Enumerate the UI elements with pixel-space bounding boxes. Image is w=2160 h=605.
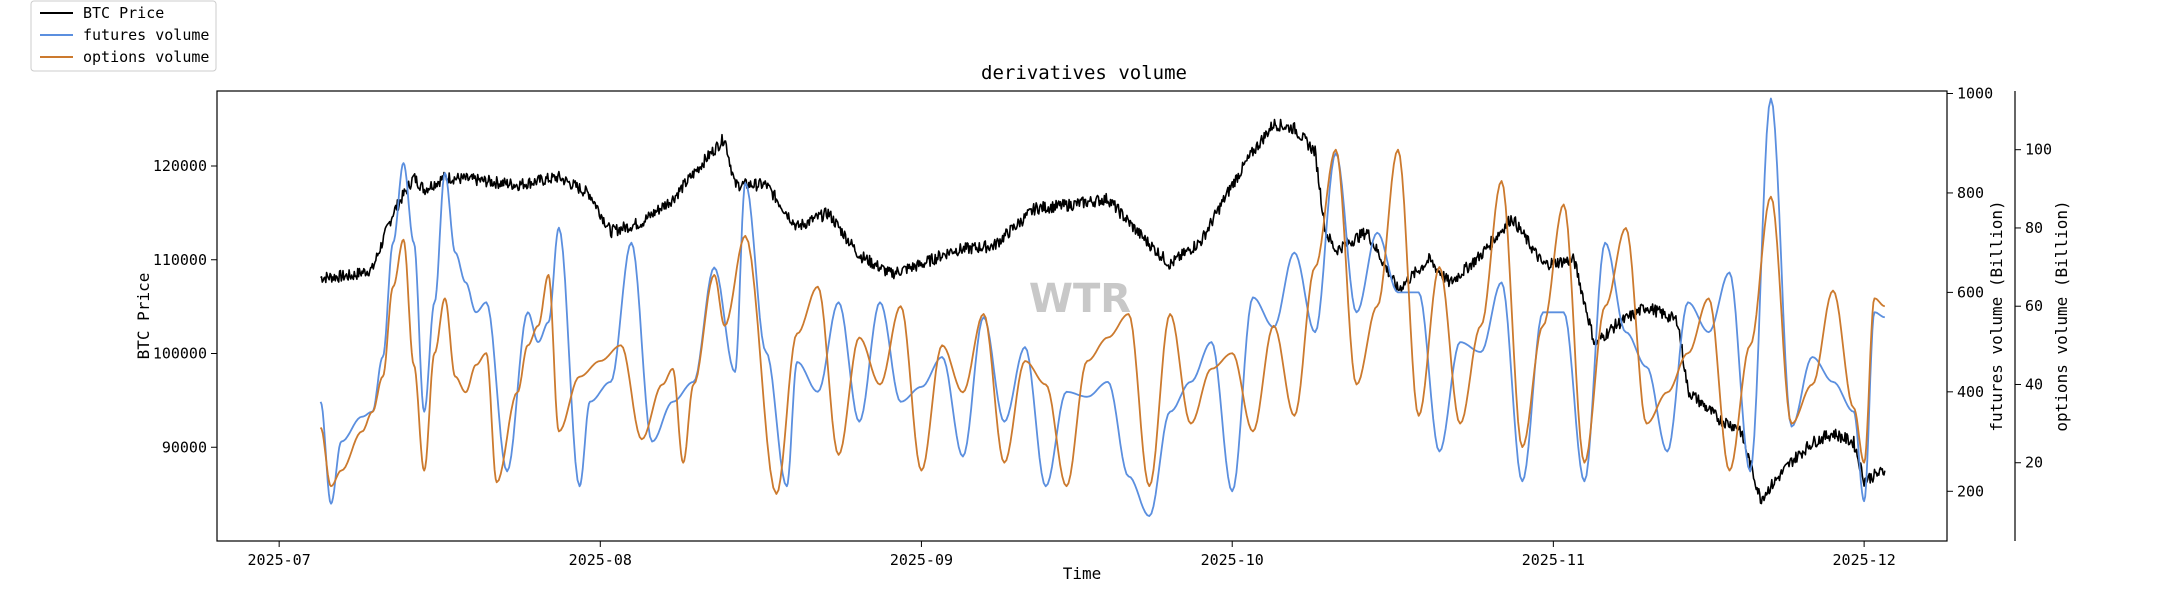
plot-frame <box>216 90 1948 542</box>
x-tick-label: 2025-08 <box>569 551 632 569</box>
options-tick-label: 100 <box>2025 141 2052 159</box>
price-tick-label: 100000 <box>153 345 207 363</box>
legend-label-options: options volume <box>83 48 209 66</box>
futures-tick-label: 800 <box>1957 184 1984 202</box>
price-tick-label: 120000 <box>153 157 207 175</box>
watermark-text: WTR <box>1029 276 1131 322</box>
price-axis-title: BTC Price <box>134 273 153 360</box>
x-tick-label: 2025-07 <box>248 551 311 569</box>
x-tick-label: 2025-09 <box>890 551 953 569</box>
x-tick-label: 2025-12 <box>1833 551 1896 569</box>
plot-lines <box>319 97 1886 517</box>
legend: BTC Price futures volume options volume <box>30 0 217 72</box>
futures-axis-ticks: 200 400 600 800 1000 <box>1947 84 1993 500</box>
x-tick-label: 2025-11 <box>1522 551 1585 569</box>
legend-box <box>30 0 217 72</box>
x-axis-title: Time <box>1063 564 1102 583</box>
options-tick-label: 60 <box>2025 297 2043 315</box>
x-tick-label: 2025-10 <box>1201 551 1264 569</box>
chart-title: derivatives volume <box>981 62 1187 84</box>
legend-label-price: BTC Price <box>83 4 164 22</box>
options-tick-label: 20 <box>2025 454 2043 472</box>
price-tick-label: 90000 <box>162 438 207 456</box>
series-line-options-volume <box>319 148 1885 495</box>
legend-label-futures: futures volume <box>83 26 209 44</box>
futures-tick-label: 1000 <box>1957 84 1993 102</box>
options-axis-ticks: 20 40 60 80 100 <box>2015 141 2052 472</box>
options-axis-title: options volume (Billion) <box>2052 200 2071 431</box>
options-tick-label: 80 <box>2025 219 2043 237</box>
price-axis-ticks: 90000 100000 110000 120000 <box>153 157 217 456</box>
series-line-futures-volume <box>319 97 1885 517</box>
options-tick-label: 40 <box>2025 375 2043 393</box>
futures-tick-label: 400 <box>1957 383 1984 401</box>
futures-tick-label: 200 <box>1957 482 1984 500</box>
futures-tick-label: 600 <box>1957 283 1984 301</box>
x-axis-ticks: 2025-07 2025-08 2025-09 2025-10 2025-11 2025-… <box>248 541 1896 569</box>
price-tick-label: 110000 <box>153 251 207 269</box>
futures-axis-title: futures volume (Billion) <box>1987 200 2006 431</box>
series-line-btc-price <box>320 118 1886 505</box>
